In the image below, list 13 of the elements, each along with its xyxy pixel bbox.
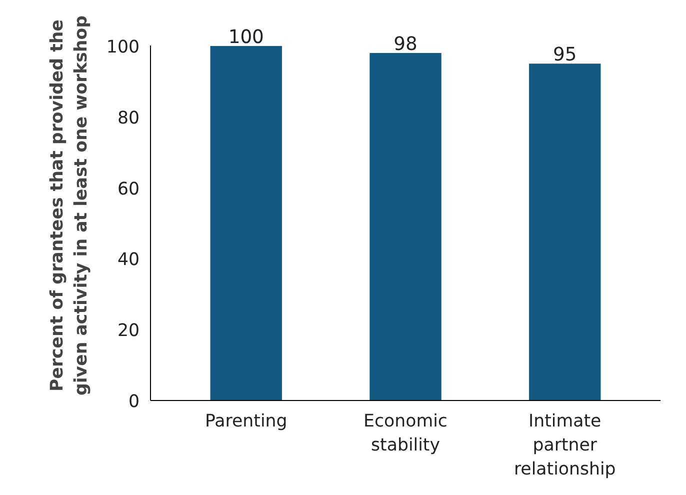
- x-tick-label: Economic stability: [364, 412, 448, 456]
- y-tick-label: 20: [117, 321, 140, 342]
- y-axis-title: Percent of grantees that provided the given activity in at least one workshop: [47, 15, 92, 396]
- data-label: 100: [228, 26, 264, 48]
- y-tick-label: 0: [128, 392, 140, 412]
- x-tick-label: Parenting: [204, 412, 288, 432]
- x-tick-label: Intimate partner relationship: [514, 412, 616, 480]
- y-tick-label: 80: [117, 108, 140, 128]
- y-tick-label: 100: [106, 37, 140, 58]
- y-tick-label: 60: [117, 179, 140, 200]
- data-label: 98: [394, 34, 418, 56]
- y-tick-label: 40: [117, 250, 140, 270]
- data-label: 95: [553, 44, 577, 66]
